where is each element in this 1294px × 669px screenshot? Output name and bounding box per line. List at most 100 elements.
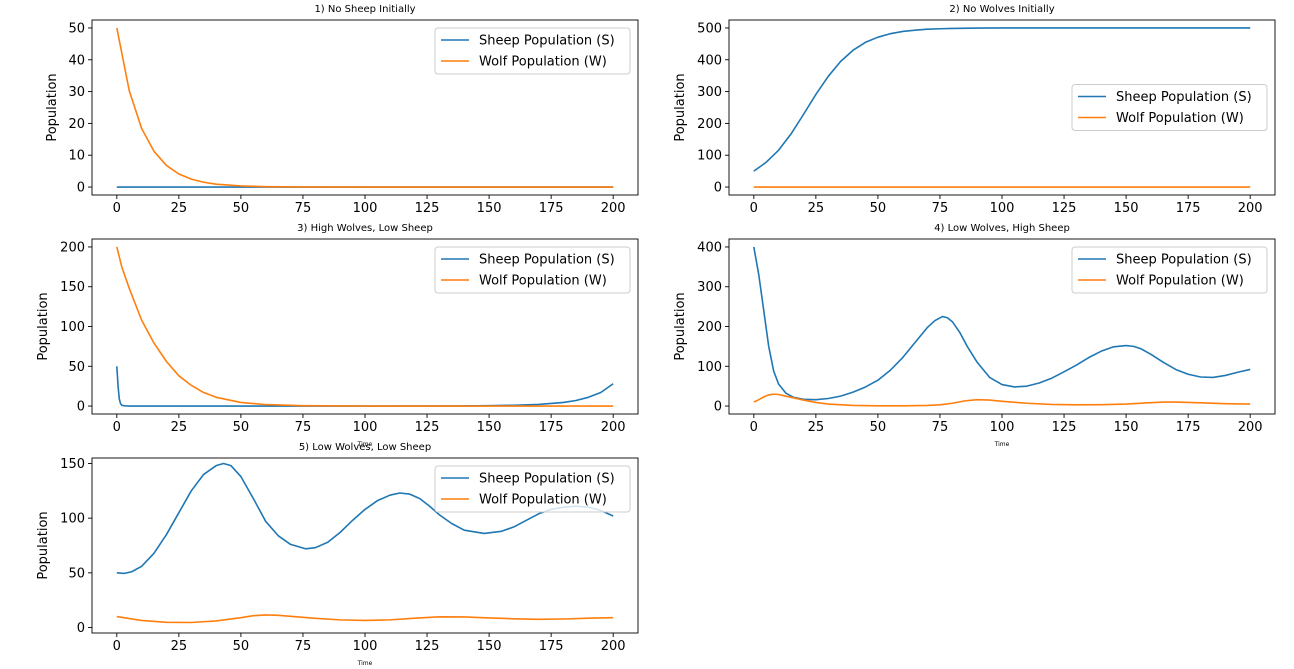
wolf-population-line bbox=[116, 614, 614, 624]
x-tick-label: 100 bbox=[990, 420, 1015, 435]
subplot-title: 2) No Wolves Initially bbox=[949, 4, 1054, 15]
subplot-2: 2) No Wolves Initially 0 25 50 75 100 125 150 17… bbox=[673, 4, 1276, 216]
y-tick-label: 50 bbox=[68, 360, 85, 375]
x-tick-label: 125 bbox=[415, 201, 440, 216]
x-tick-label: 125 bbox=[415, 420, 440, 435]
y-tick-label: 0 bbox=[714, 400, 722, 415]
y-tick-label: 150 bbox=[60, 457, 85, 472]
x-tick-label: 25 bbox=[171, 639, 188, 654]
y-tick-label: 50 bbox=[68, 21, 85, 36]
legend-wolf-label: Wolf Population (W) bbox=[479, 55, 607, 70]
y-tick-label: 150 bbox=[60, 280, 85, 295]
y-tick-label: 200 bbox=[697, 320, 722, 335]
legend-box bbox=[434, 465, 631, 513]
x-tick-label: 150 bbox=[1114, 201, 1139, 216]
x-tick-label: 25 bbox=[171, 201, 188, 216]
legend-sheep-label: Sheep Population (S) bbox=[479, 253, 615, 268]
y-tick-label: 100 bbox=[697, 360, 722, 375]
y-axis-label: Population bbox=[45, 73, 60, 141]
x-axis-label: Time bbox=[994, 441, 1010, 448]
x-tick-label: 75 bbox=[932, 420, 949, 435]
y-tick-label: 200 bbox=[60, 240, 85, 255]
legend-sheep-label: Sheep Population (S) bbox=[1116, 90, 1252, 105]
x-axis-label: Time bbox=[357, 441, 373, 448]
legend: Sheep Population (S) Wolf Population (W) bbox=[434, 465, 631, 513]
y-tick-label: 300 bbox=[697, 85, 722, 100]
y-tick-label: 100 bbox=[60, 512, 85, 527]
x-tick-label: 150 bbox=[477, 639, 502, 654]
legend-wolf-label: Wolf Population (W) bbox=[1116, 111, 1244, 126]
y-axis-label: Population bbox=[36, 511, 51, 579]
subplot-5: 5) Low Wolves, Low Sheep 0 25 50 75 100 125 150… bbox=[36, 442, 639, 667]
x-tick-label: 0 bbox=[750, 201, 758, 216]
wolf-population-line bbox=[116, 246, 614, 407]
legend: Sheep Population (S) Wolf Population (W) bbox=[1071, 84, 1268, 131]
x-tick-label: 75 bbox=[295, 639, 312, 654]
x-tick-label: 50 bbox=[233, 201, 250, 216]
y-tick-label: 0 bbox=[77, 400, 85, 415]
x-tick-label: 175 bbox=[539, 639, 564, 654]
y-tick-label: 0 bbox=[77, 621, 85, 636]
x-tick-label: 0 bbox=[750, 420, 758, 435]
x-tick-label: 125 bbox=[1052, 420, 1077, 435]
subplot-title: 1) No Sheep Initially bbox=[314, 4, 415, 15]
subplot-title: 3) High Wolves, Low Sheep bbox=[297, 223, 433, 234]
y-tick-label: 100 bbox=[697, 149, 722, 164]
y-tick-label: 40 bbox=[68, 53, 85, 68]
y-tick-label: 30 bbox=[68, 85, 85, 100]
legend-box bbox=[1071, 84, 1268, 131]
x-tick-label: 150 bbox=[1114, 420, 1139, 435]
legend-wolf-label: Wolf Population (W) bbox=[479, 493, 607, 508]
y-tick-label: 500 bbox=[697, 21, 722, 36]
x-tick-label: 125 bbox=[1052, 201, 1077, 216]
subplot-title: 4) Low Wolves, High Sheep bbox=[934, 223, 1070, 234]
legend-box bbox=[434, 27, 631, 75]
y-tick-label: 50 bbox=[68, 566, 85, 581]
x-tick-label: 100 bbox=[353, 201, 378, 216]
x-tick-label: 100 bbox=[990, 201, 1015, 216]
x-tick-label: 200 bbox=[1238, 420, 1263, 435]
x-tick-label: 25 bbox=[171, 420, 188, 435]
x-tick-label: 200 bbox=[1238, 201, 1263, 216]
y-tick-label: 20 bbox=[68, 117, 85, 132]
y-axis-label: Population bbox=[673, 292, 688, 360]
x-tick-label: 200 bbox=[601, 201, 626, 216]
x-tick-label: 0 bbox=[113, 201, 121, 216]
wolf-population-line bbox=[116, 27, 614, 188]
y-tick-label: 0 bbox=[77, 181, 85, 196]
x-tick-label: 0 bbox=[113, 639, 121, 654]
x-tick-label: 0 bbox=[113, 420, 121, 435]
x-tick-label: 125 bbox=[415, 639, 440, 654]
x-tick-label: 150 bbox=[477, 201, 502, 216]
x-tick-label: 50 bbox=[870, 201, 887, 216]
legend-sheep-label: Sheep Population (S) bbox=[479, 34, 615, 49]
y-tick-label: 300 bbox=[697, 280, 722, 295]
x-tick-label: 150 bbox=[477, 420, 502, 435]
x-tick-label: 25 bbox=[808, 201, 825, 216]
x-tick-label: 100 bbox=[353, 420, 378, 435]
sheep-population-line bbox=[753, 27, 1251, 172]
x-tick-label: 175 bbox=[539, 420, 564, 435]
y-tick-label: 400 bbox=[697, 53, 722, 68]
x-tick-label: 50 bbox=[233, 639, 250, 654]
subplot-4: 4) Low Wolves, High Sheep 0 25 50 75 100 125 15… bbox=[673, 223, 1276, 448]
y-axis-label: Population bbox=[36, 292, 51, 360]
y-tick-label: 400 bbox=[697, 240, 722, 255]
y-axis-label: Population bbox=[673, 73, 688, 141]
y-tick-label: 0 bbox=[714, 181, 722, 196]
wolf-population-line bbox=[753, 393, 1251, 407]
y-tick-label: 10 bbox=[68, 149, 85, 164]
sheep-population-line bbox=[116, 462, 614, 575]
subplot-title: 5) Low Wolves, Low Sheep bbox=[299, 442, 431, 453]
x-tick-label: 75 bbox=[295, 420, 312, 435]
x-tick-label: 175 bbox=[1176, 420, 1201, 435]
legend: Sheep Population (S) Wolf Population (W) bbox=[434, 246, 631, 294]
x-tick-label: 50 bbox=[233, 420, 250, 435]
y-tick-label: 200 bbox=[697, 117, 722, 132]
x-tick-label: 75 bbox=[932, 201, 949, 216]
legend-wolf-label: Wolf Population (W) bbox=[1116, 274, 1244, 289]
x-tick-label: 200 bbox=[601, 639, 626, 654]
x-axis-label: Time bbox=[357, 660, 373, 665]
x-tick-label: 175 bbox=[539, 201, 564, 216]
